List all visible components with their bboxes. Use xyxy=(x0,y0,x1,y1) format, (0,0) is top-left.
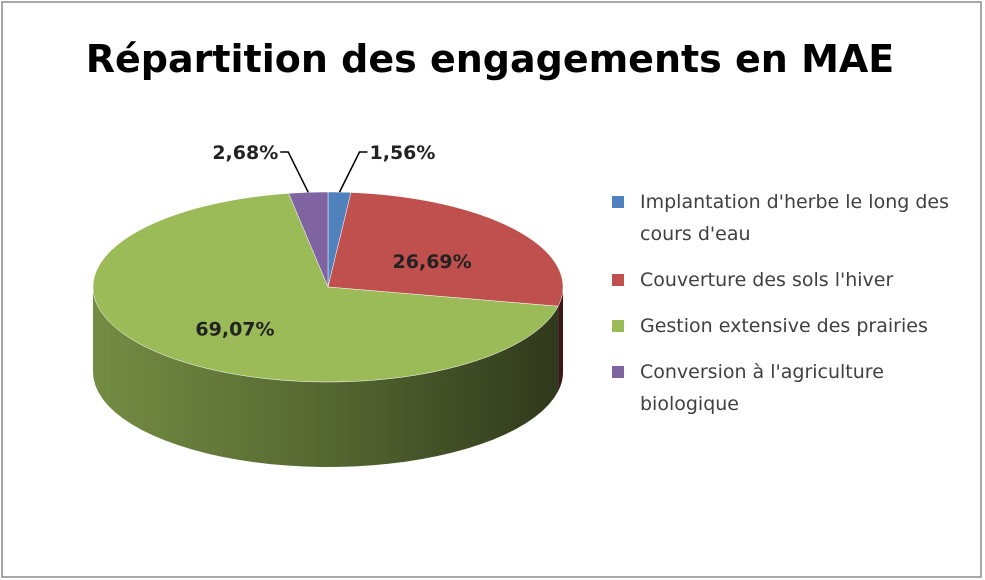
leader-line xyxy=(338,151,368,193)
pie-slice xyxy=(92,193,559,383)
legend: Implantation d'herbe le long des cours d… xyxy=(612,186,972,434)
legend-item: Couverture des sols l'hiver xyxy=(612,264,972,296)
pie-slice xyxy=(327,192,564,307)
legend-label: Implantation d'herbe le long des cours d… xyxy=(640,191,949,245)
legend-label: Gestion extensive des prairies xyxy=(640,315,928,337)
legend-swatch xyxy=(612,274,624,286)
leader-line xyxy=(280,151,309,193)
legend-swatch xyxy=(612,196,624,208)
legend-swatch xyxy=(612,320,624,332)
data-label: 26,69% xyxy=(393,251,472,273)
pie-side xyxy=(558,287,563,392)
legend-item: Conversion à l'agriculture biologique xyxy=(612,356,972,420)
data-label: 1,56% xyxy=(370,142,436,164)
legend-label: Couverture des sols l'hiver xyxy=(640,269,894,291)
data-label: 69,07% xyxy=(195,318,274,340)
chart-title: Répartition des engagements en MAE xyxy=(86,37,895,81)
pie-side xyxy=(93,287,559,467)
legend-swatch xyxy=(612,366,624,378)
data-label: 2,68% xyxy=(212,142,278,164)
legend-label: Conversion à l'agriculture biologique xyxy=(640,361,884,415)
pie-slice xyxy=(288,191,329,288)
legend-item: Implantation d'herbe le long des cours d… xyxy=(612,186,972,250)
legend-item: Gestion extensive des prairies xyxy=(612,310,972,342)
